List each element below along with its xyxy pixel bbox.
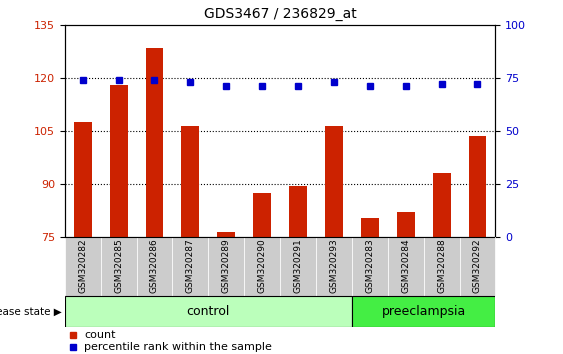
Text: count: count	[84, 330, 115, 340]
Text: GSM320290: GSM320290	[258, 238, 267, 293]
FancyBboxPatch shape	[208, 237, 244, 296]
Text: disease state ▶: disease state ▶	[0, 307, 62, 316]
Bar	[361, 218, 379, 237]
FancyBboxPatch shape	[65, 237, 101, 296]
FancyBboxPatch shape	[172, 237, 208, 296]
Text: percentile rank within the sample: percentile rank within the sample	[84, 342, 272, 352]
Bar	[145, 48, 163, 237]
Bar	[74, 122, 92, 237]
Text: GSM320289: GSM320289	[222, 238, 231, 293]
Text: GSM320293: GSM320293	[329, 238, 338, 293]
FancyBboxPatch shape	[244, 237, 280, 296]
Text: GSM320283: GSM320283	[365, 238, 374, 293]
FancyBboxPatch shape	[424, 237, 459, 296]
Text: GSM320284: GSM320284	[401, 238, 410, 292]
Text: GSM320282: GSM320282	[78, 238, 87, 292]
FancyBboxPatch shape	[352, 237, 388, 296]
Bar	[468, 136, 486, 237]
FancyBboxPatch shape	[280, 237, 316, 296]
Bar	[325, 126, 343, 237]
Bar	[217, 232, 235, 237]
Bar	[110, 85, 128, 237]
FancyBboxPatch shape	[352, 296, 495, 327]
Text: GSM320292: GSM320292	[473, 238, 482, 292]
Bar	[253, 193, 271, 237]
Bar	[289, 186, 307, 237]
Bar	[397, 212, 415, 237]
Title: GDS3467 / 236829_at: GDS3467 / 236829_at	[204, 7, 356, 21]
FancyBboxPatch shape	[388, 237, 424, 296]
Text: GSM320287: GSM320287	[186, 238, 195, 293]
Text: GSM320288: GSM320288	[437, 238, 446, 293]
Bar	[181, 126, 199, 237]
FancyBboxPatch shape	[101, 237, 137, 296]
FancyBboxPatch shape	[459, 237, 495, 296]
Text: GSM320286: GSM320286	[150, 238, 159, 293]
Text: GSM320291: GSM320291	[293, 238, 302, 293]
Bar	[432, 173, 450, 237]
FancyBboxPatch shape	[65, 296, 352, 327]
Text: control: control	[186, 305, 230, 318]
FancyBboxPatch shape	[137, 237, 172, 296]
Text: preeclampsia: preeclampsia	[382, 305, 466, 318]
Text: GSM320285: GSM320285	[114, 238, 123, 293]
FancyBboxPatch shape	[316, 237, 352, 296]
